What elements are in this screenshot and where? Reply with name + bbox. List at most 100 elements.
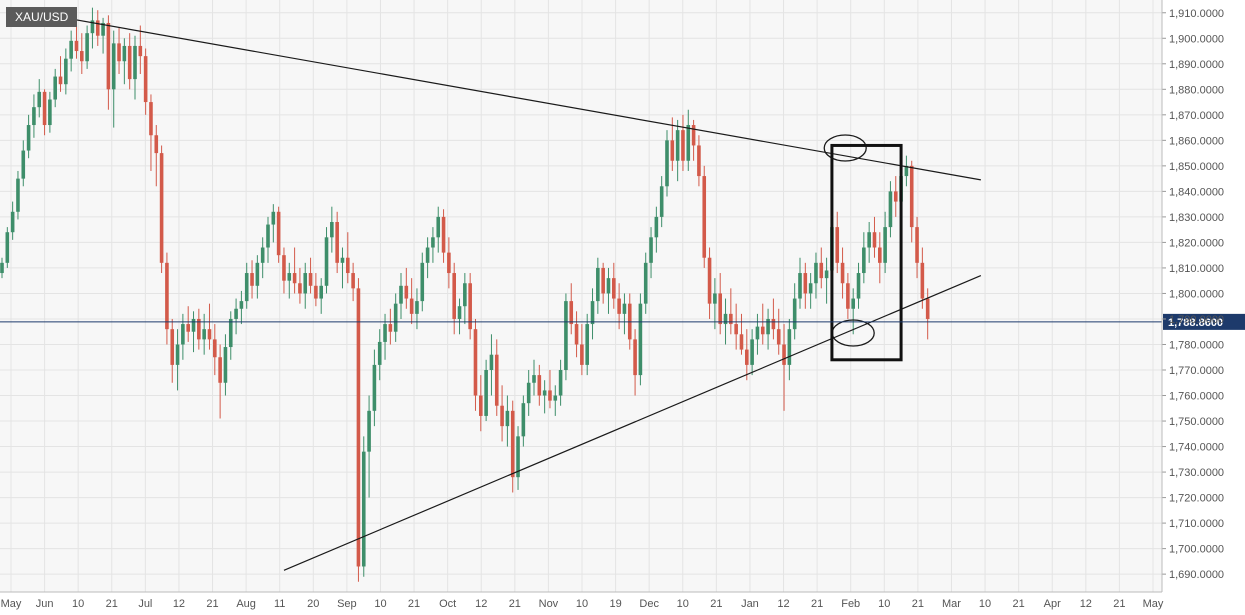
candle [143, 48, 148, 115]
candle [580, 324, 584, 376]
candle [388, 308, 393, 345]
candle-body [856, 273, 861, 299]
candle-body [665, 140, 669, 187]
y-tick-label: 1,840.0000 [1169, 186, 1224, 198]
candle [367, 395, 371, 498]
candle [26, 114, 31, 159]
candle-body [558, 370, 563, 396]
candle-body [702, 176, 707, 258]
candle-body [755, 326, 760, 340]
candle [654, 206, 659, 253]
candle-body [723, 313, 728, 325]
candle-body [681, 130, 685, 161]
candle [436, 206, 441, 253]
candle [90, 7, 95, 49]
candle-body [574, 324, 579, 345]
candle [234, 298, 238, 335]
candle [346, 232, 350, 284]
candle [292, 247, 297, 294]
candle [893, 176, 898, 217]
candle-body [888, 191, 893, 228]
x-tick-label: 12 [475, 598, 487, 610]
x-tick-label: 21 [1113, 598, 1125, 610]
candle [824, 257, 829, 304]
y-tick-label: 1,740.0000 [1169, 442, 1224, 454]
candle [500, 385, 504, 442]
candle [479, 375, 483, 432]
candle [213, 324, 217, 376]
y-tick-label: 1,780.0000 [1169, 339, 1224, 351]
candle [69, 30, 73, 72]
candle-body [835, 227, 840, 263]
candle [42, 89, 47, 136]
candle-body [234, 308, 238, 319]
candle [851, 288, 855, 335]
candle [340, 247, 345, 289]
candle-body [255, 262, 260, 286]
candle-body [10, 211, 15, 233]
x-tick-label: 12 [777, 598, 789, 610]
x-tick-label: Jun [36, 598, 54, 610]
candle [798, 257, 802, 309]
candle [553, 385, 558, 416]
candle [447, 237, 451, 289]
x-tick-label: 11 [274, 598, 285, 610]
current-price-tag [1163, 313, 1245, 330]
candle-body [612, 278, 616, 299]
candle [101, 17, 105, 54]
candle [521, 395, 526, 447]
candle-body [282, 255, 286, 281]
candle-body [127, 45, 132, 80]
candle [399, 273, 403, 319]
candle-body [734, 324, 738, 335]
candle [718, 273, 722, 335]
candle-body [776, 329, 781, 345]
x-tick-label: 10 [677, 598, 689, 610]
candle-body [654, 216, 659, 238]
candle-body [925, 298, 930, 319]
candle [308, 257, 313, 294]
candle-body [74, 40, 79, 52]
candle-body [64, 58, 68, 85]
candle [202, 313, 206, 355]
candle-body [510, 410, 515, 478]
candle-body [351, 273, 355, 289]
candle-body [250, 273, 254, 286]
candle [760, 303, 765, 345]
candle-body [266, 224, 270, 248]
candle [170, 318, 175, 383]
candle [32, 94, 36, 138]
current-price-label: 1,788.8600 [1168, 317, 1223, 329]
candle [324, 227, 329, 294]
y-tick-label: 1,730.0000 [1169, 467, 1224, 479]
candle [53, 68, 57, 108]
candle [122, 38, 127, 85]
trendline-lower [283, 275, 982, 571]
candle-body [69, 40, 73, 59]
candle-body [771, 318, 776, 330]
candle [298, 267, 302, 304]
annotation-rectangle [830, 143, 903, 362]
candle [787, 318, 792, 381]
candle-body [181, 324, 185, 345]
candle [95, 10, 100, 46]
candle-body [707, 257, 712, 304]
candle-body [340, 257, 345, 263]
candle [915, 216, 919, 279]
y-tick-label: 1,700.0000 [1169, 544, 1224, 556]
candle-body [893, 191, 898, 202]
x-tick-label: 21 [106, 598, 118, 610]
candle-body [335, 222, 339, 263]
candle-body [260, 247, 265, 263]
candle [601, 262, 605, 304]
candle [165, 252, 169, 345]
candle-body [228, 318, 233, 348]
candle-body [143, 56, 148, 103]
candle [356, 278, 361, 582]
candle-body [814, 262, 818, 284]
candle [287, 262, 292, 299]
candle-body [441, 216, 446, 253]
candle-body [659, 186, 664, 217]
candle [80, 33, 84, 74]
